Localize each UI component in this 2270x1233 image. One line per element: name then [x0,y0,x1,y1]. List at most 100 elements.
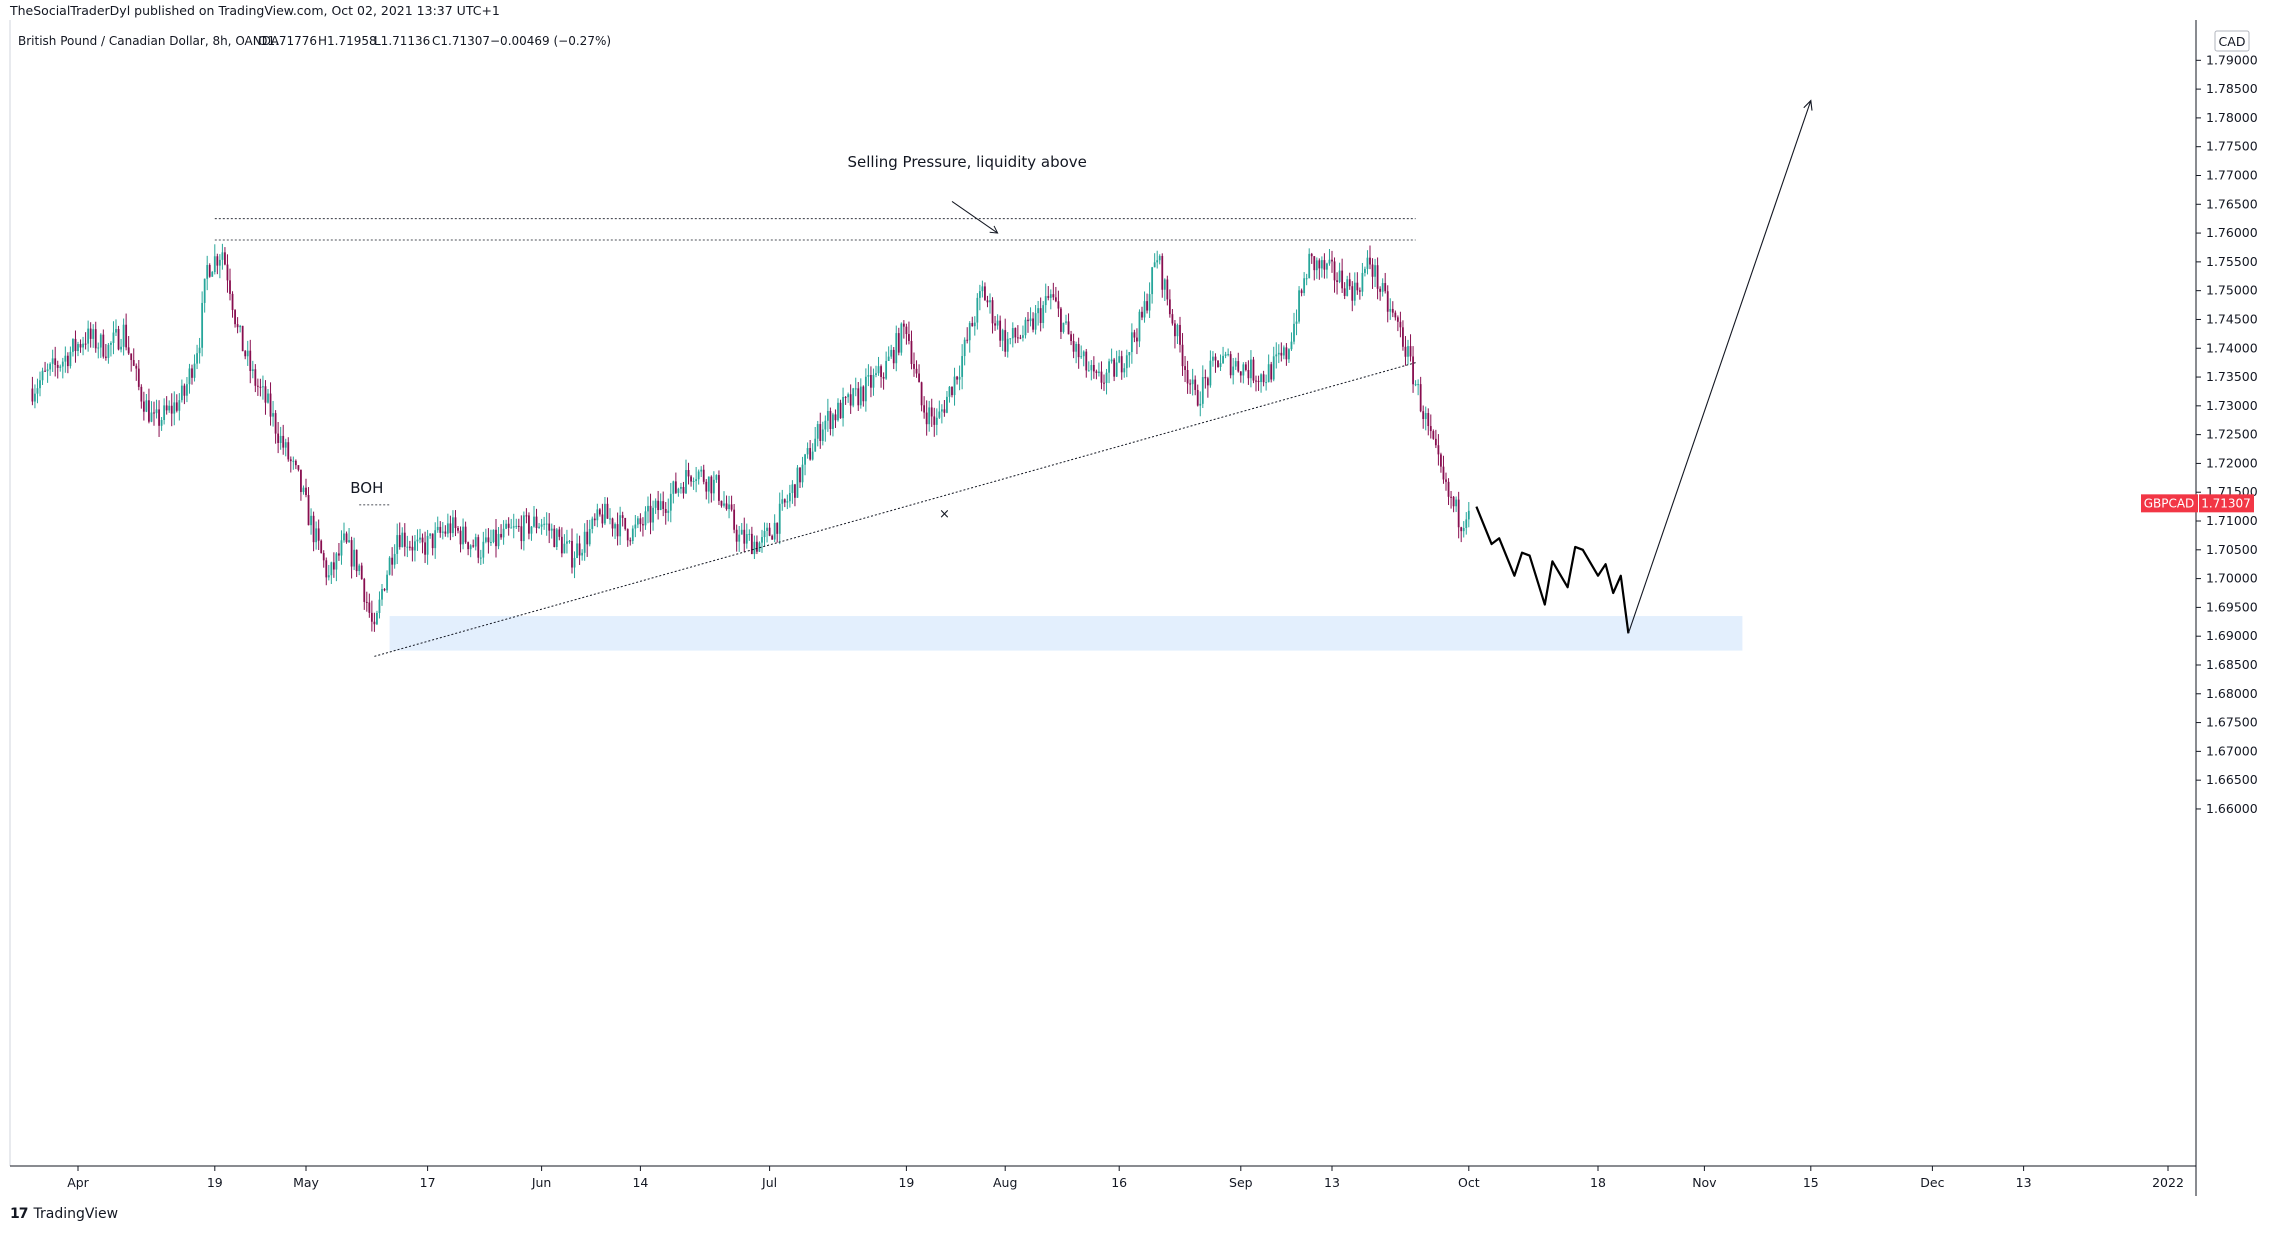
candle-body [773,522,776,540]
candle-body [1098,371,1100,373]
x-tick-label: 19 [898,1175,914,1190]
candle-body [196,353,198,364]
candle-body [1358,290,1361,292]
x-tick-label: 17 [420,1175,436,1190]
candle-body [948,386,951,397]
candle-body [1166,279,1169,300]
candle-body [712,479,715,494]
instrument-name: British Pound / Canadian Dollar, 8h, OAN… [18,34,280,48]
candle-body [84,343,87,345]
candle-body [631,528,634,541]
candle-body [79,344,82,348]
candle-body [188,368,191,385]
candle-body [424,542,426,555]
candle-body [892,349,895,364]
candle-body [1313,256,1316,271]
candle-body [403,532,406,547]
candle-body [591,518,594,529]
candle-body [1161,255,1164,290]
candle-body [1108,361,1110,373]
axes-layer: 1.79000 1.78500 1.78000 1.77500 1.77000 1.765… [9,20,2258,1196]
candle-body [1072,341,1075,352]
candle-body [563,543,566,554]
candle-body [115,329,117,333]
candle-body [862,386,865,402]
candle-body [1039,308,1042,323]
candle-body [145,400,148,412]
candle-body [1062,322,1065,332]
candle-body [497,533,500,547]
candle-body [59,366,62,368]
candle-body [1130,332,1133,353]
candle-body [776,522,779,534]
candle-body [224,252,226,265]
candle-body [472,545,475,547]
y-tick-label: 1.68000 [2206,686,2258,701]
candle-body [1247,369,1250,379]
candle-body [39,380,41,389]
candle-body [1457,499,1460,528]
candle-body [680,486,682,489]
tradingview-footer[interactable]: 17 TradingView [10,1206,118,1222]
candle-body [1442,466,1445,480]
candle-body [867,375,870,377]
candle-body [487,537,490,543]
arrow-head [1803,99,1813,111]
candle-body [1277,352,1280,355]
candle-body [426,535,429,555]
candle-body [576,543,578,558]
candle-body [462,526,464,545]
candle-body [745,534,748,544]
candle-body [297,465,300,470]
candle-body [887,356,890,361]
y-tick-label: 1.78500 [2206,81,2258,96]
candle-body [94,329,97,349]
candle-body [386,574,388,591]
candle-body [77,344,79,352]
candle-body [1047,296,1050,298]
x-tick-label: Oct [1458,1175,1480,1190]
candle-body [1191,379,1194,385]
candle-body [1356,282,1359,291]
currency-label[interactable]: CAD [2214,30,2250,52]
candle-body [421,537,424,543]
ohlc-high: H1.71958 [318,34,377,48]
candle-body [1250,359,1252,379]
candle-body [897,333,900,353]
candle-body [193,363,196,378]
candle-body [350,540,353,567]
candle-body [1288,349,1290,360]
candle-body [674,481,677,493]
candle-body [730,504,733,510]
candle-body [1422,411,1425,420]
ohlc-close: C1.71307 [432,34,490,48]
candle-body [1384,283,1387,292]
y-tick-label: 1.79000 [2206,52,2258,67]
ohlc-change: −0.00469 (−0.27%) [490,34,611,48]
candle-body [1419,384,1422,412]
candle-body [302,487,305,493]
candle-body [685,470,687,494]
x-tick-label: Apr [67,1175,89,1190]
candle-body [958,376,961,380]
y-tick-label: 1.69000 [2206,628,2258,643]
candle-body [175,402,178,411]
candle-body [581,552,584,556]
candle-body [353,549,356,567]
candle-body [743,529,746,544]
instrument-info: British Pound / Canadian Dollar, 8h, OAN… [18,34,611,48]
candle-body [956,376,958,380]
candle-body [502,528,505,538]
candle-body [1391,308,1394,313]
candle-body [269,393,272,417]
candle-body [1338,270,1341,282]
candle-body [1267,364,1270,383]
candle-body [441,531,444,533]
candle-body [571,540,573,568]
candle-body [548,523,551,531]
candle-body [634,524,637,529]
candle-body [1029,318,1032,322]
candle-body [1232,366,1235,376]
candle-body [1300,290,1303,294]
